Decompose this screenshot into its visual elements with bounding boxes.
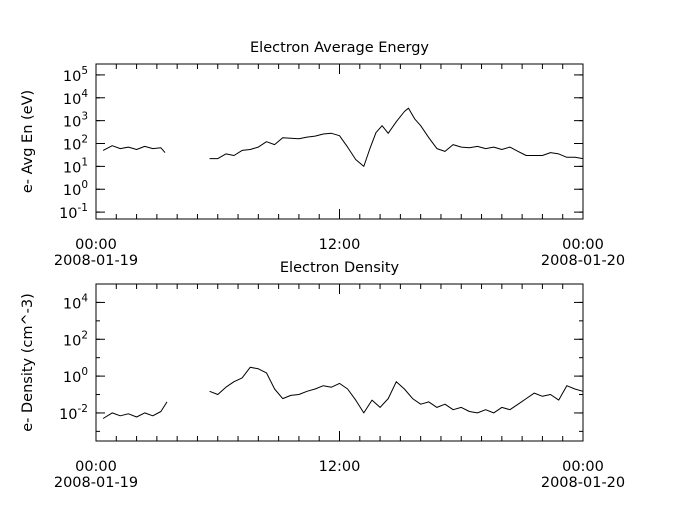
series-line-segment-2	[209, 107, 584, 167]
chart-panel-2: Electron Density e- Density (cm^-3) 10-2 10…	[20, 260, 625, 491]
x-tick-time-label: 12:00	[319, 237, 361, 253]
series-line-segment-1	[102, 145, 166, 153]
y-tick-label: 10-2	[59, 403, 88, 423]
y-axis-label: e- Density (cm^-3)	[20, 293, 36, 432]
plot-frame	[95, 283, 584, 442]
x-tick-date-label: 2008-01-20	[541, 253, 625, 269]
y-axis-label: e- Avg En (eV)	[20, 90, 36, 193]
y-tick-label: 100	[63, 366, 88, 386]
x-tick-time-label: 00:00	[562, 459, 604, 475]
series-line-segment-1	[102, 401, 168, 419]
x-tick-time-label: 12:00	[319, 459, 361, 475]
x-tick-time-label: 00:00	[75, 237, 117, 253]
plot-frame	[95, 63, 584, 220]
chart-title: Electron Density	[280, 260, 400, 276]
y-tick-label: 103	[63, 111, 88, 131]
y-tick-label: 10-1	[59, 202, 88, 222]
series-line-segment-2	[209, 366, 584, 414]
y-tick-label: 104	[63, 88, 88, 108]
y-tick-label: 105	[63, 65, 88, 85]
x-tick-date-label: 2008-01-20	[541, 475, 625, 491]
x-tick-date-label: 2008-01-19	[54, 475, 138, 491]
x-tick-time-label: 00:00	[562, 237, 604, 253]
x-tick-date-label: 2008-01-19	[54, 253, 138, 269]
y-tick-label: 100	[63, 179, 88, 199]
y-tick-label: 104	[63, 292, 88, 312]
chart-title: Electron Average Energy	[250, 40, 429, 56]
x-tick-time-label: 00:00	[75, 459, 117, 475]
y-tick-label: 101	[63, 156, 88, 176]
chart-panel-1: Electron Average Energy e- Avg En (eV) 10-…	[20, 40, 625, 269]
y-tick-label: 102	[63, 134, 88, 154]
y-tick-label: 102	[63, 329, 88, 349]
